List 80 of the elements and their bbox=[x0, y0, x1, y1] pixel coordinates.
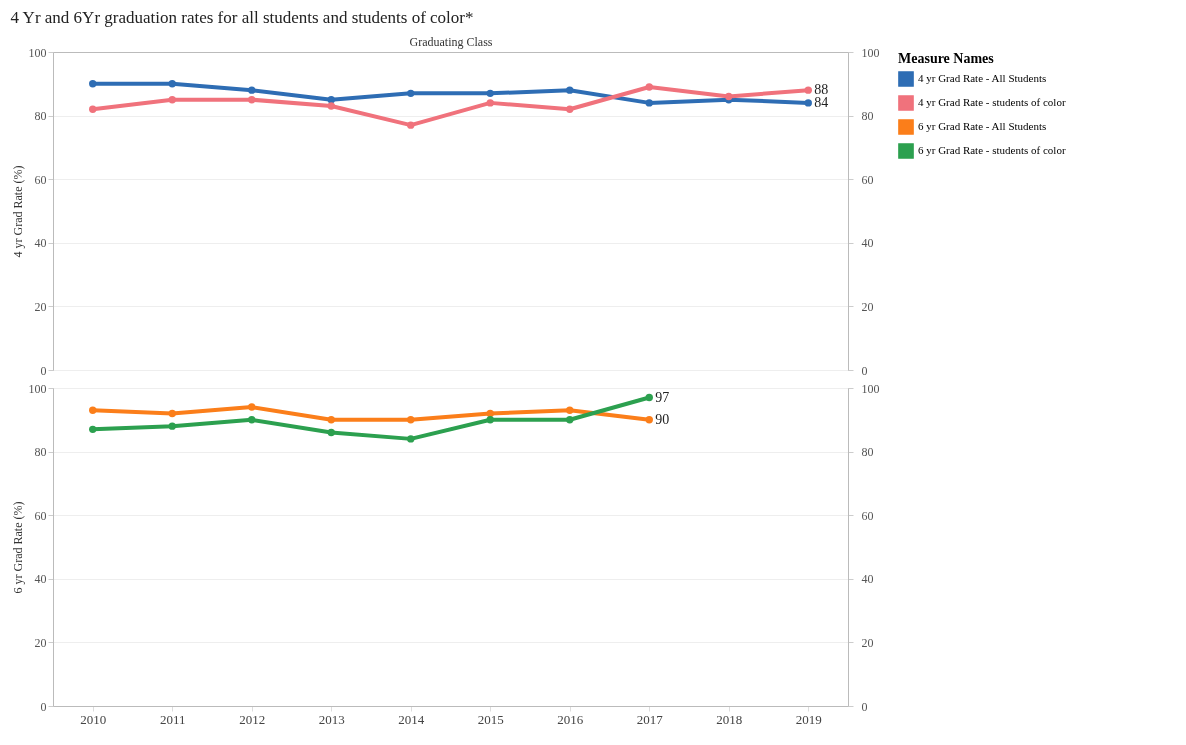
x-tick-label: 2015 bbox=[477, 711, 504, 727]
y-tick-label: 100 bbox=[28, 45, 47, 60]
x-tick-label: 2012 bbox=[239, 711, 266, 727]
y-tick-label: 40 bbox=[34, 572, 47, 587]
y2-tick-label: 20 bbox=[861, 635, 874, 650]
point bbox=[89, 425, 97, 434]
y2-tick-label: 100 bbox=[861, 45, 880, 60]
legend-label: 6 yr Grad Rate - All Students bbox=[918, 120, 1047, 132]
point bbox=[725, 92, 733, 101]
y-tick-label: 0 bbox=[40, 699, 47, 714]
point bbox=[248, 403, 256, 411]
legend-label: 4 yr Grad Rate - All Students bbox=[918, 72, 1047, 84]
point bbox=[89, 80, 97, 88]
point bbox=[327, 428, 335, 437]
legend-label: 6 yr Grad Rate - students of color bbox=[918, 144, 1066, 156]
chart-title: 4 Yr and 6Yr graduation rates for all students and students of color* bbox=[10, 7, 474, 27]
y-tick-label: 0 bbox=[40, 363, 47, 378]
point bbox=[486, 89, 494, 98]
point bbox=[168, 80, 176, 88]
x-tick-label: 2019 bbox=[795, 711, 822, 727]
point bbox=[566, 86, 574, 94]
x-tick-label: 2011 bbox=[159, 711, 186, 727]
point bbox=[645, 99, 653, 107]
point bbox=[486, 99, 494, 107]
x-tick-label: 2016 bbox=[557, 711, 584, 727]
legend-label: 4 yr Grad Rate - students of color bbox=[918, 96, 1066, 108]
y-tick-label: 80 bbox=[34, 445, 47, 460]
point bbox=[486, 416, 494, 424]
point bbox=[327, 416, 335, 424]
point bbox=[89, 406, 97, 414]
y2-tick-label: 60 bbox=[861, 508, 874, 523]
point bbox=[89, 105, 97, 113]
y-tick-label: 60 bbox=[34, 508, 47, 523]
data-label: 90 bbox=[655, 411, 670, 427]
point bbox=[168, 422, 176, 430]
y2-tick-label: 40 bbox=[861, 572, 874, 587]
y-tick-label: 20 bbox=[34, 299, 47, 314]
point bbox=[804, 86, 812, 94]
point bbox=[407, 121, 415, 129]
point bbox=[407, 416, 415, 424]
point bbox=[327, 102, 335, 110]
point bbox=[327, 96, 335, 104]
point bbox=[168, 96, 176, 104]
point bbox=[407, 435, 415, 443]
x-tick-label: 2018 bbox=[716, 711, 743, 727]
x-tick-label: 2013 bbox=[318, 711, 345, 727]
y-axis-title: 6 yr Grad Rate (%) bbox=[10, 501, 25, 594]
y2-tick-label: 80 bbox=[861, 445, 874, 460]
y-tick-label: 80 bbox=[34, 109, 47, 124]
y2-tick-label: 40 bbox=[861, 236, 874, 251]
y2-tick-label: 60 bbox=[861, 172, 874, 187]
y-tick-label: 40 bbox=[34, 236, 47, 251]
point bbox=[566, 416, 574, 424]
point bbox=[248, 86, 256, 94]
point bbox=[645, 83, 653, 91]
point bbox=[248, 96, 256, 104]
x-tick-label: 2017 bbox=[636, 711, 664, 727]
y2-tick-label: 0 bbox=[861, 363, 868, 378]
data-label: 97 bbox=[655, 389, 670, 405]
point bbox=[486, 409, 494, 418]
point bbox=[804, 99, 812, 107]
point bbox=[645, 393, 653, 402]
x-axis-title: Graduating Class bbox=[409, 34, 493, 49]
x-tick-label: 2010 bbox=[80, 711, 107, 727]
y2-tick-label: 100 bbox=[861, 381, 880, 396]
y2-tick-label: 0 bbox=[861, 699, 868, 714]
point bbox=[248, 416, 256, 424]
y2-tick-label: 20 bbox=[861, 299, 874, 314]
y-tick-label: 20 bbox=[34, 635, 47, 650]
point bbox=[168, 409, 176, 418]
y-axis-title: 4 yr Grad Rate (%) bbox=[10, 165, 25, 258]
y-tick-label: 60 bbox=[34, 172, 47, 187]
y2-tick-label: 80 bbox=[861, 109, 874, 124]
point bbox=[645, 416, 653, 424]
point bbox=[566, 105, 574, 113]
y-tick-label: 100 bbox=[28, 381, 47, 396]
legend-title: Measure Names bbox=[898, 51, 995, 66]
point bbox=[566, 406, 574, 414]
point bbox=[407, 89, 415, 98]
x-tick-label: 2014 bbox=[398, 711, 425, 727]
